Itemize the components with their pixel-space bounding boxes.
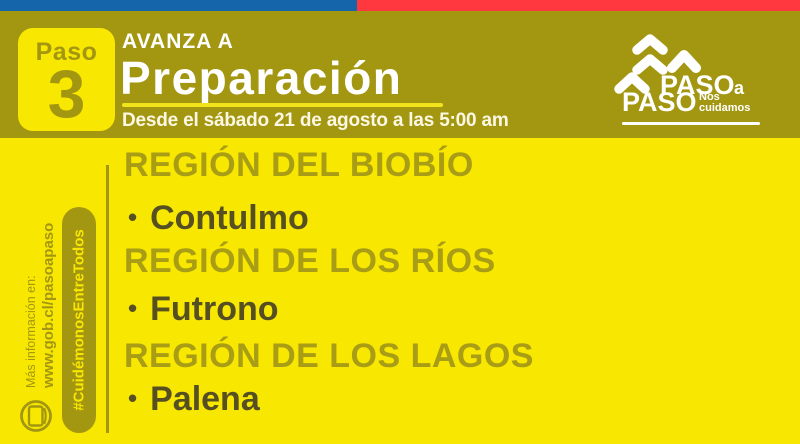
page-title: Preparación bbox=[120, 52, 403, 104]
logo-tagline1: Nos bbox=[699, 91, 720, 103]
chevron-icon bbox=[632, 54, 668, 75]
town-name: Palena bbox=[150, 380, 260, 418]
chevron-icon bbox=[667, 50, 701, 73]
divider-line bbox=[106, 165, 109, 433]
info-url: www.gob.cl/pasoapaso bbox=[39, 222, 57, 388]
step-label: Paso bbox=[35, 38, 98, 66]
body-area: Más información en: www.gob.cl/pasoapaso… bbox=[0, 138, 800, 444]
logo-word2: PASO bbox=[622, 87, 697, 117]
town-name: Futrono bbox=[150, 290, 279, 328]
logo-underline bbox=[622, 122, 760, 125]
header-band: Paso 3 AVANZA A Preparación Desde el sáb… bbox=[0, 11, 800, 138]
logo-tagline2: cuidamos bbox=[699, 102, 750, 114]
region-list: REGIÓN DEL BIOBÍO • Contulmo REGIÓN DE LO… bbox=[124, 138, 794, 444]
flag-strip bbox=[0, 0, 800, 11]
device-icon bbox=[20, 400, 52, 432]
town-item: • Palena bbox=[128, 380, 260, 419]
paso-a-paso-logo: PASO a PASO Nos cuidamos bbox=[614, 34, 760, 125]
step-number: 3 bbox=[47, 56, 86, 132]
info-label: Más información en: bbox=[24, 275, 38, 388]
info-text: Más información en: www.gob.cl/pasoapaso bbox=[24, 210, 58, 388]
hashtag-pill: #CuidémonosEntreTodos bbox=[62, 207, 96, 433]
town-item: • Futrono bbox=[128, 290, 279, 329]
chevron-icon bbox=[632, 34, 668, 55]
region-heading: REGIÓN DE LOS RÍOS bbox=[124, 242, 496, 280]
bullet-icon: • bbox=[128, 383, 138, 413]
town-name: Contulmo bbox=[150, 199, 309, 237]
hashtag-text: #CuidémonosEntreTodos bbox=[70, 229, 88, 411]
region-heading: REGIÓN DE LOS LAGOS bbox=[124, 337, 534, 375]
logo-word1-suffix: a bbox=[734, 78, 745, 98]
bullet-icon: • bbox=[128, 202, 138, 232]
flag-red-bar bbox=[357, 0, 800, 11]
kicker-text: AVANZA A bbox=[122, 30, 234, 53]
effective-date-text: Desde el sábado 21 de agosto a las 5:00 … bbox=[122, 110, 509, 131]
logo-word1: PASO bbox=[660, 70, 735, 100]
chevron-icon bbox=[614, 72, 650, 94]
title-underline bbox=[122, 103, 443, 107]
town-item: • Contulmo bbox=[128, 199, 309, 238]
region-heading: REGIÓN DEL BIOBÍO bbox=[124, 146, 474, 184]
flag-blue-bar bbox=[0, 0, 357, 11]
bullet-icon: • bbox=[128, 293, 138, 323]
step-badge: Paso 3 bbox=[18, 28, 115, 131]
